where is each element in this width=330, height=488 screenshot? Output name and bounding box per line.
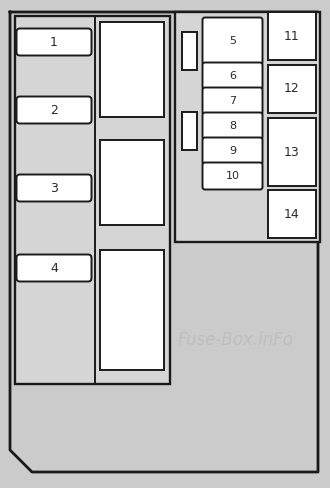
Text: 7: 7 (229, 96, 236, 106)
Bar (100, 250, 164, 370)
Text: 2: 2 (50, 103, 58, 117)
Bar (100, 140, 164, 225)
FancyBboxPatch shape (203, 18, 262, 64)
Text: 13: 13 (284, 145, 300, 159)
Text: 4: 4 (50, 262, 58, 274)
Text: 6: 6 (229, 71, 236, 81)
Bar (268, 12, 316, 60)
Text: 8: 8 (229, 121, 236, 131)
FancyBboxPatch shape (203, 87, 262, 115)
FancyBboxPatch shape (203, 62, 262, 89)
Bar (182, 32, 197, 70)
Text: 11: 11 (284, 29, 300, 42)
Bar (100, 22, 164, 117)
Text: Fuse-Box.inFo: Fuse-Box.inFo (177, 331, 293, 349)
FancyBboxPatch shape (16, 28, 91, 56)
FancyBboxPatch shape (203, 163, 262, 189)
FancyBboxPatch shape (16, 255, 91, 282)
FancyBboxPatch shape (203, 138, 262, 164)
Text: 14: 14 (284, 207, 300, 221)
FancyBboxPatch shape (203, 113, 262, 140)
Bar (268, 190, 316, 238)
Text: 12: 12 (284, 82, 300, 96)
FancyBboxPatch shape (16, 175, 91, 202)
Bar (268, 65, 316, 113)
Bar (15, 16, 170, 384)
Text: 9: 9 (229, 146, 236, 156)
Bar (268, 118, 316, 186)
Polygon shape (10, 12, 318, 472)
Bar (175, 12, 320, 242)
Bar (182, 112, 197, 150)
Text: 5: 5 (229, 36, 236, 46)
Text: 10: 10 (225, 171, 240, 181)
Text: 1: 1 (50, 36, 58, 48)
Text: 3: 3 (50, 182, 58, 195)
FancyBboxPatch shape (16, 97, 91, 123)
